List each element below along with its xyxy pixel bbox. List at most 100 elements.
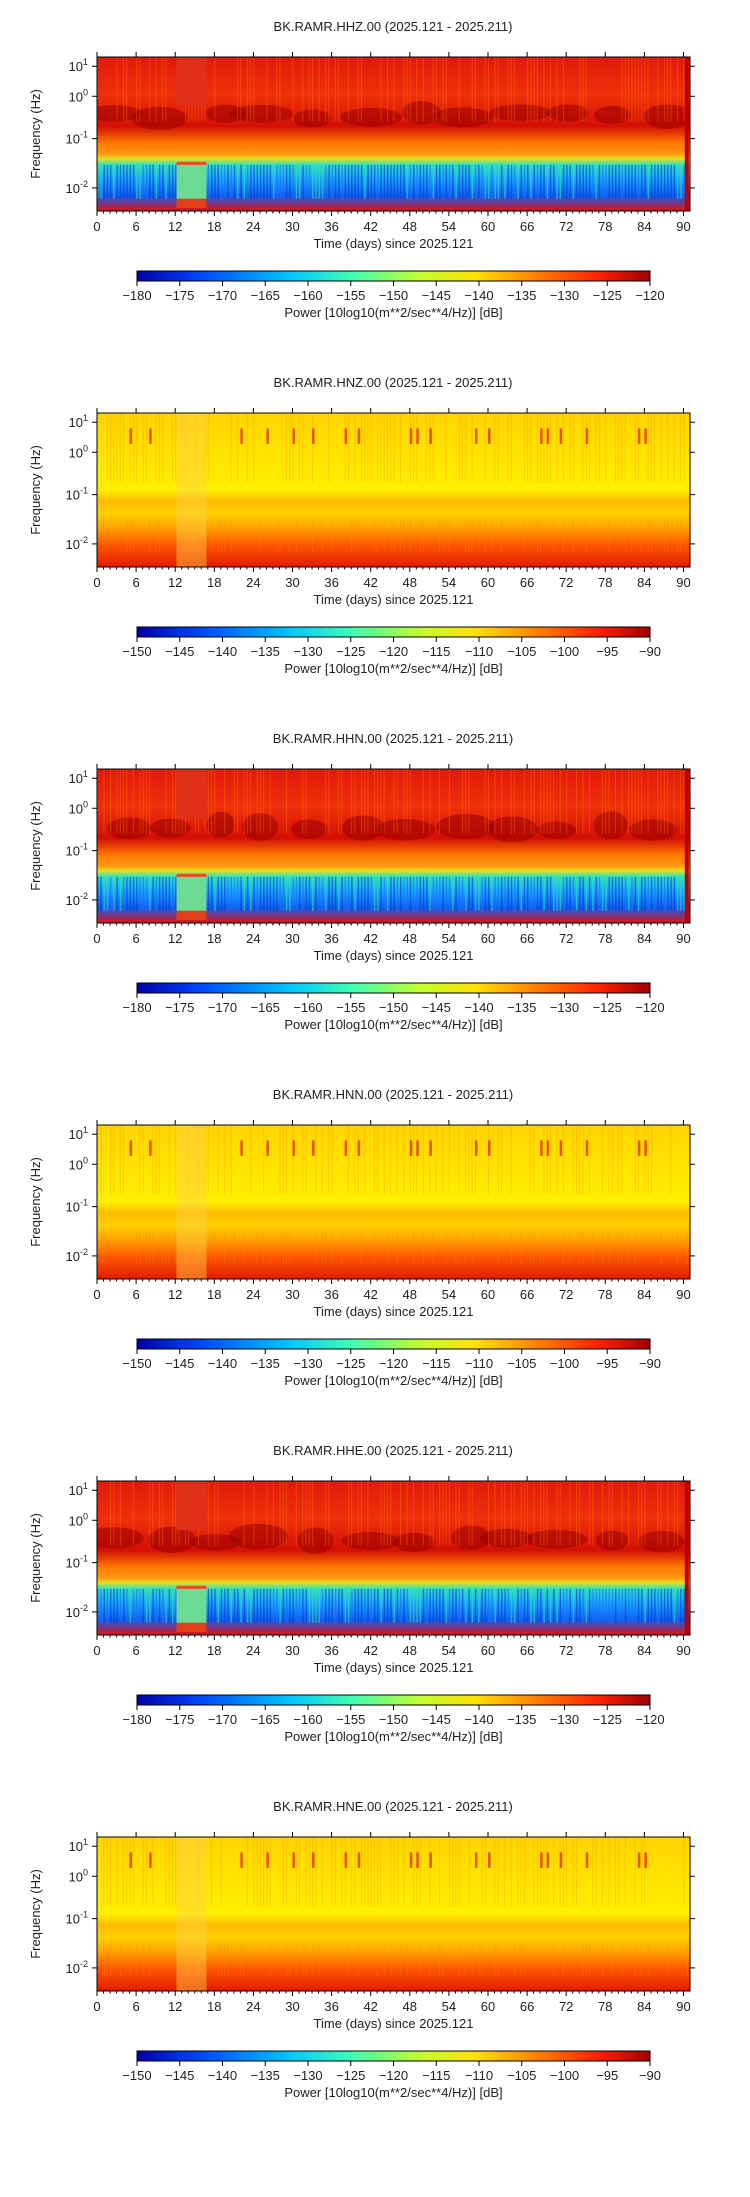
- daily-stripe: [644, 1125, 646, 1195]
- daily-stripe: [484, 876, 487, 911]
- colorbar-tick-label: −115: [422, 2068, 450, 2083]
- daily-stripe-high: [667, 769, 669, 834]
- daily-stripe: [321, 1588, 324, 1623]
- daily-stripe-high: [266, 1481, 268, 1546]
- daily-stripe-high: [334, 57, 336, 122]
- daily-stripe-low: [602, 1944, 604, 1976]
- daily-stripe: [204, 1125, 206, 1195]
- daily-stripe-high: [253, 57, 255, 122]
- daily-stripe: [344, 1588, 347, 1623]
- daily-stripe: [426, 876, 428, 911]
- daily-stripe: [517, 164, 519, 199]
- daily-stripe: [422, 876, 425, 911]
- daily-stripe: [103, 413, 105, 483]
- event-mark: [357, 1852, 361, 1868]
- daily-stripe: [386, 876, 389, 911]
- daily-stripe: [432, 876, 434, 911]
- daily-stripe-low: [136, 1944, 138, 1976]
- daily-stripe: [474, 164, 477, 199]
- daily-stripe: [501, 1125, 503, 1195]
- daily-stripe-high: [628, 769, 630, 834]
- daily-stripe-high: [673, 769, 675, 834]
- daily-stripe: [527, 1125, 529, 1195]
- daily-stripe: [282, 1125, 284, 1195]
- daily-stripe-high: [621, 1481, 623, 1546]
- daily-stripe: [510, 876, 513, 911]
- colorbar-tick-label: −155: [336, 1000, 365, 1015]
- daily-stripe: [419, 1837, 421, 1907]
- daily-stripe: [566, 1588, 568, 1623]
- daily-stripe: [634, 1837, 636, 1907]
- colorbar-tick-label: −130: [293, 2068, 322, 2083]
- daily-stripe-high: [279, 57, 281, 122]
- power-blob: [131, 106, 187, 130]
- colorbar-tick-label: −150: [379, 1712, 408, 1727]
- daily-stripe: [413, 876, 415, 911]
- x-tick-label: 18: [207, 931, 221, 946]
- daily-stripe: [276, 413, 278, 483]
- daily-stripe-high: [445, 1481, 447, 1546]
- daily-stripe-high: [341, 769, 343, 834]
- daily-stripe: [321, 164, 324, 199]
- daily-stripe: [312, 876, 314, 911]
- x-tick-label: 90: [676, 1999, 690, 2014]
- daily-stripe: [259, 1125, 261, 1195]
- daily-stripe: [103, 1837, 105, 1907]
- daily-stripe: [106, 164, 109, 199]
- daily-stripe: [256, 1125, 258, 1195]
- daily-stripe: [598, 1837, 600, 1907]
- daily-stripe-high: [575, 769, 577, 834]
- daily-stripe: [403, 1837, 405, 1907]
- daily-stripe-high: [507, 57, 509, 122]
- x-tick-label: 84: [637, 219, 651, 234]
- daily-stripe: [536, 1125, 538, 1195]
- daily-stripe: [396, 1837, 398, 1907]
- daily-stripe: [334, 1837, 336, 1907]
- daily-stripe: [484, 164, 487, 199]
- daily-stripe: [641, 164, 643, 199]
- daily-stripe-low: [572, 520, 574, 552]
- daily-stripe: [471, 1588, 474, 1623]
- daily-stripe: [259, 413, 261, 483]
- event-mark: [344, 1852, 348, 1868]
- daily-stripe: [97, 1588, 99, 1623]
- daily-stripe: [487, 1588, 490, 1623]
- x-tick-label: 60: [481, 219, 495, 234]
- daily-stripe-low: [285, 1232, 287, 1264]
- daily-stripe: [575, 1588, 578, 1623]
- daily-stripe: [680, 413, 682, 483]
- daily-stripe: [641, 413, 643, 483]
- daily-stripe: [110, 876, 112, 911]
- daily-stripe-high: [663, 57, 665, 122]
- daily-stripe: [569, 1125, 571, 1195]
- daily-stripe-high: [533, 769, 535, 834]
- daily-stripe: [507, 1588, 509, 1623]
- daily-stripe-high: [386, 57, 388, 122]
- daily-stripe: [435, 164, 438, 199]
- daily-stripe: [263, 1125, 265, 1195]
- daily-stripe: [318, 413, 320, 483]
- daily-stripe: [540, 164, 542, 199]
- daily-stripe-high: [292, 57, 294, 122]
- daily-stripe-low: [220, 1944, 222, 1976]
- daily-stripe: [383, 413, 385, 483]
- daily-stripe-high: [641, 1481, 643, 1546]
- daily-stripe-high: [439, 1481, 441, 1546]
- daily-stripe: [266, 876, 268, 911]
- daily-stripe: [566, 1125, 568, 1195]
- daily-stripe: [585, 876, 588, 911]
- daily-stripe-low: [331, 520, 333, 552]
- daily-stripe: [605, 164, 607, 199]
- daily-stripe: [100, 164, 102, 199]
- colorbar-tick-label: −135: [507, 288, 536, 303]
- daily-stripe: [409, 164, 412, 199]
- y-axis-label: Frequency (Hz): [28, 445, 43, 535]
- daily-stripe: [152, 413, 154, 483]
- daily-stripe-high: [458, 1481, 460, 1546]
- daily-stripe: [171, 1125, 173, 1195]
- daily-stripe: [585, 1837, 587, 1907]
- daily-stripe: [357, 413, 359, 483]
- daily-stripe: [605, 1588, 607, 1623]
- daily-stripe: [409, 413, 411, 483]
- daily-stripe: [237, 1588, 239, 1623]
